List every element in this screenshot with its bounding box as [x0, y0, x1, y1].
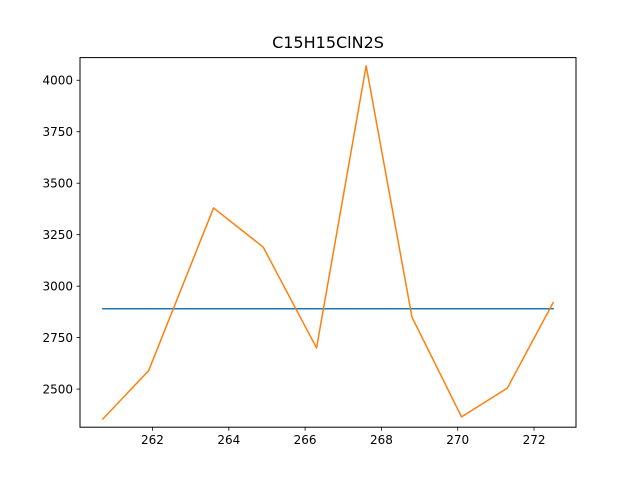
y-tick-label: 4000	[42, 74, 73, 88]
x-tick-label: 266	[294, 433, 317, 447]
x-axis: 262 264 266 268 270 272	[141, 427, 545, 447]
chart-title: C15H15ClN2S	[272, 33, 384, 52]
x-tick-label: 272	[523, 433, 546, 447]
y-tick-label: 3000	[42, 280, 73, 294]
x-tick-label: 268	[370, 433, 393, 447]
series-line-values	[101, 65, 555, 421]
plot-area-frame	[79, 57, 577, 428]
series-layer	[101, 65, 555, 421]
y-tick-label: 3500	[42, 177, 73, 191]
y-tick-label: 3250	[42, 228, 73, 242]
y-tick-label: 2500	[42, 383, 73, 397]
x-tick-label: 262	[141, 433, 164, 447]
x-tick-label: 270	[446, 433, 469, 447]
y-tick-label: 3750	[42, 125, 73, 139]
y-tick-label: 2750	[42, 331, 73, 345]
x-tick-label: 264	[217, 433, 240, 447]
y-axis: 2500 2750 3000 3250 3500 3750 4000	[42, 74, 80, 397]
